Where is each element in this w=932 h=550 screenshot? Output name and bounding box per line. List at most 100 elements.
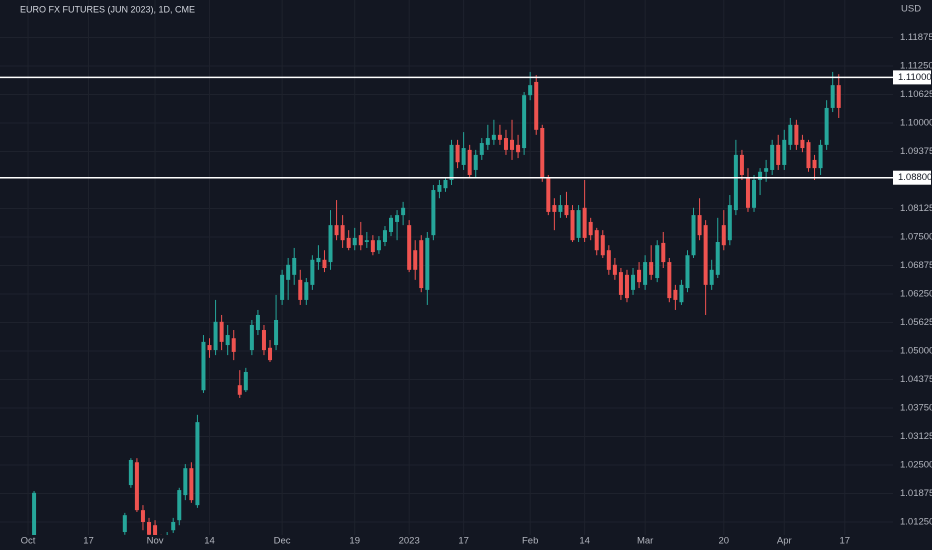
- y-tick-label: 1.11875: [900, 32, 932, 43]
- candle-body: [546, 178, 551, 212]
- candle-body: [697, 215, 702, 236]
- candle-body: [449, 144, 454, 180]
- candle-body: [631, 274, 636, 290]
- candle-body: [171, 522, 176, 531]
- candle-body: [189, 468, 194, 501]
- candle-body: [201, 341, 206, 391]
- level-label-box: [893, 70, 931, 85]
- candle-body: [715, 242, 720, 275]
- candle-body: [806, 142, 811, 169]
- candle-body: [147, 522, 152, 535]
- candle-body: [304, 282, 309, 300]
- x-tick-label: Oct: [21, 536, 36, 547]
- candle-body: [637, 269, 642, 283]
- candle-body: [237, 385, 242, 395]
- candle-body: [836, 85, 841, 108]
- candle-body: [522, 95, 527, 149]
- candle-body: [219, 321, 224, 342]
- y-tick-label: 1.10000: [900, 118, 932, 129]
- candle-body: [794, 124, 799, 145]
- y-tick-label: 1.03125: [900, 431, 932, 442]
- candle-body: [691, 215, 696, 256]
- y-unit: USD: [901, 4, 921, 15]
- candle-body: [213, 321, 218, 351]
- y-tick-label: 1.03750: [900, 403, 932, 414]
- candle-body: [618, 272, 623, 295]
- candle-body: [679, 284, 684, 303]
- candle-body: [727, 205, 732, 241]
- candle-body: [122, 515, 127, 533]
- candle-body: [818, 144, 823, 169]
- y-tick-label: 1.01250: [900, 517, 932, 528]
- candle-body: [249, 325, 254, 351]
- candle-body: [473, 154, 478, 170]
- candle-body: [673, 289, 678, 300]
- candle-body: [721, 225, 726, 246]
- chart-title: EURO FX FUTURES (JUN 2023), 1D, CME: [20, 4, 195, 14]
- candle-body: [195, 422, 200, 506]
- candle-body: [322, 259, 327, 269]
- x-tick-label: 17: [458, 536, 469, 547]
- candle-body: [261, 330, 266, 351]
- y-tick-label: 1.11250: [900, 61, 932, 72]
- candle-body: [503, 138, 508, 150]
- candle-body: [364, 240, 369, 243]
- candle-body: [140, 510, 145, 523]
- y-tick-label: 1.08125: [900, 203, 932, 214]
- candle-body: [479, 143, 484, 155]
- candle-body: [776, 144, 781, 165]
- y-tick-label: 1.06875: [900, 260, 932, 271]
- candle-body: [328, 225, 333, 263]
- candle-body: [824, 107, 829, 145]
- candle-body: [830, 85, 835, 108]
- candle-body: [800, 139, 805, 149]
- x-tick-label: Nov: [147, 536, 164, 547]
- candle-body: [758, 171, 763, 180]
- candle-body: [733, 154, 738, 211]
- level-label: 1.11000: [898, 72, 932, 83]
- y-tick-label: 1.06250: [900, 289, 932, 300]
- y-tick-label: 1.05000: [900, 346, 932, 357]
- candle-body: [497, 134, 502, 140]
- candle-body: [32, 492, 37, 535]
- x-tick-label: 14: [579, 536, 590, 547]
- candle-body: [491, 134, 496, 140]
- candle-body: [588, 221, 593, 236]
- candle-body: [594, 230, 599, 251]
- y-tick-label: 1.01875: [900, 488, 932, 499]
- candle-body: [606, 250, 611, 270]
- candle-body: [770, 144, 775, 170]
- candle-body: [564, 205, 569, 216]
- candle-body: [709, 269, 714, 285]
- candle-body: [177, 490, 182, 521]
- candle-body: [812, 159, 817, 169]
- candle-body: [334, 225, 339, 236]
- candle-body: [413, 250, 418, 270]
- candle-body: [431, 190, 436, 236]
- y-tick-label: 1.05625: [900, 317, 932, 328]
- candle-body: [667, 262, 672, 299]
- candle-body: [558, 205, 563, 212]
- candle-body: [352, 237, 357, 246]
- candle-body: [540, 128, 545, 179]
- candle-body: [437, 185, 442, 192]
- level-label: 1.08800: [898, 172, 932, 183]
- candle-body: [225, 335, 230, 346]
- axes: 1.01250 1.01875 1.02500 1.03125 1.03750 1.043…: [21, 32, 932, 547]
- plot-area: [0, 71, 893, 535]
- y-tick-label: 1.10625: [900, 89, 932, 100]
- candle-body: [358, 235, 363, 246]
- grid: [0, 0, 893, 535]
- x-tick-label: 19: [349, 536, 360, 547]
- candle-body: [516, 144, 521, 153]
- level-label-box: [893, 170, 931, 185]
- x-tick-label: 17: [839, 536, 850, 547]
- x-tick-label: Mar: [637, 536, 653, 547]
- candle-body: [268, 347, 273, 361]
- x-tick-label: 2023: [399, 536, 420, 547]
- x-tick-label: 17: [83, 536, 94, 547]
- candle-body: [467, 149, 472, 175]
- y-tick-label: 1.04375: [900, 374, 932, 385]
